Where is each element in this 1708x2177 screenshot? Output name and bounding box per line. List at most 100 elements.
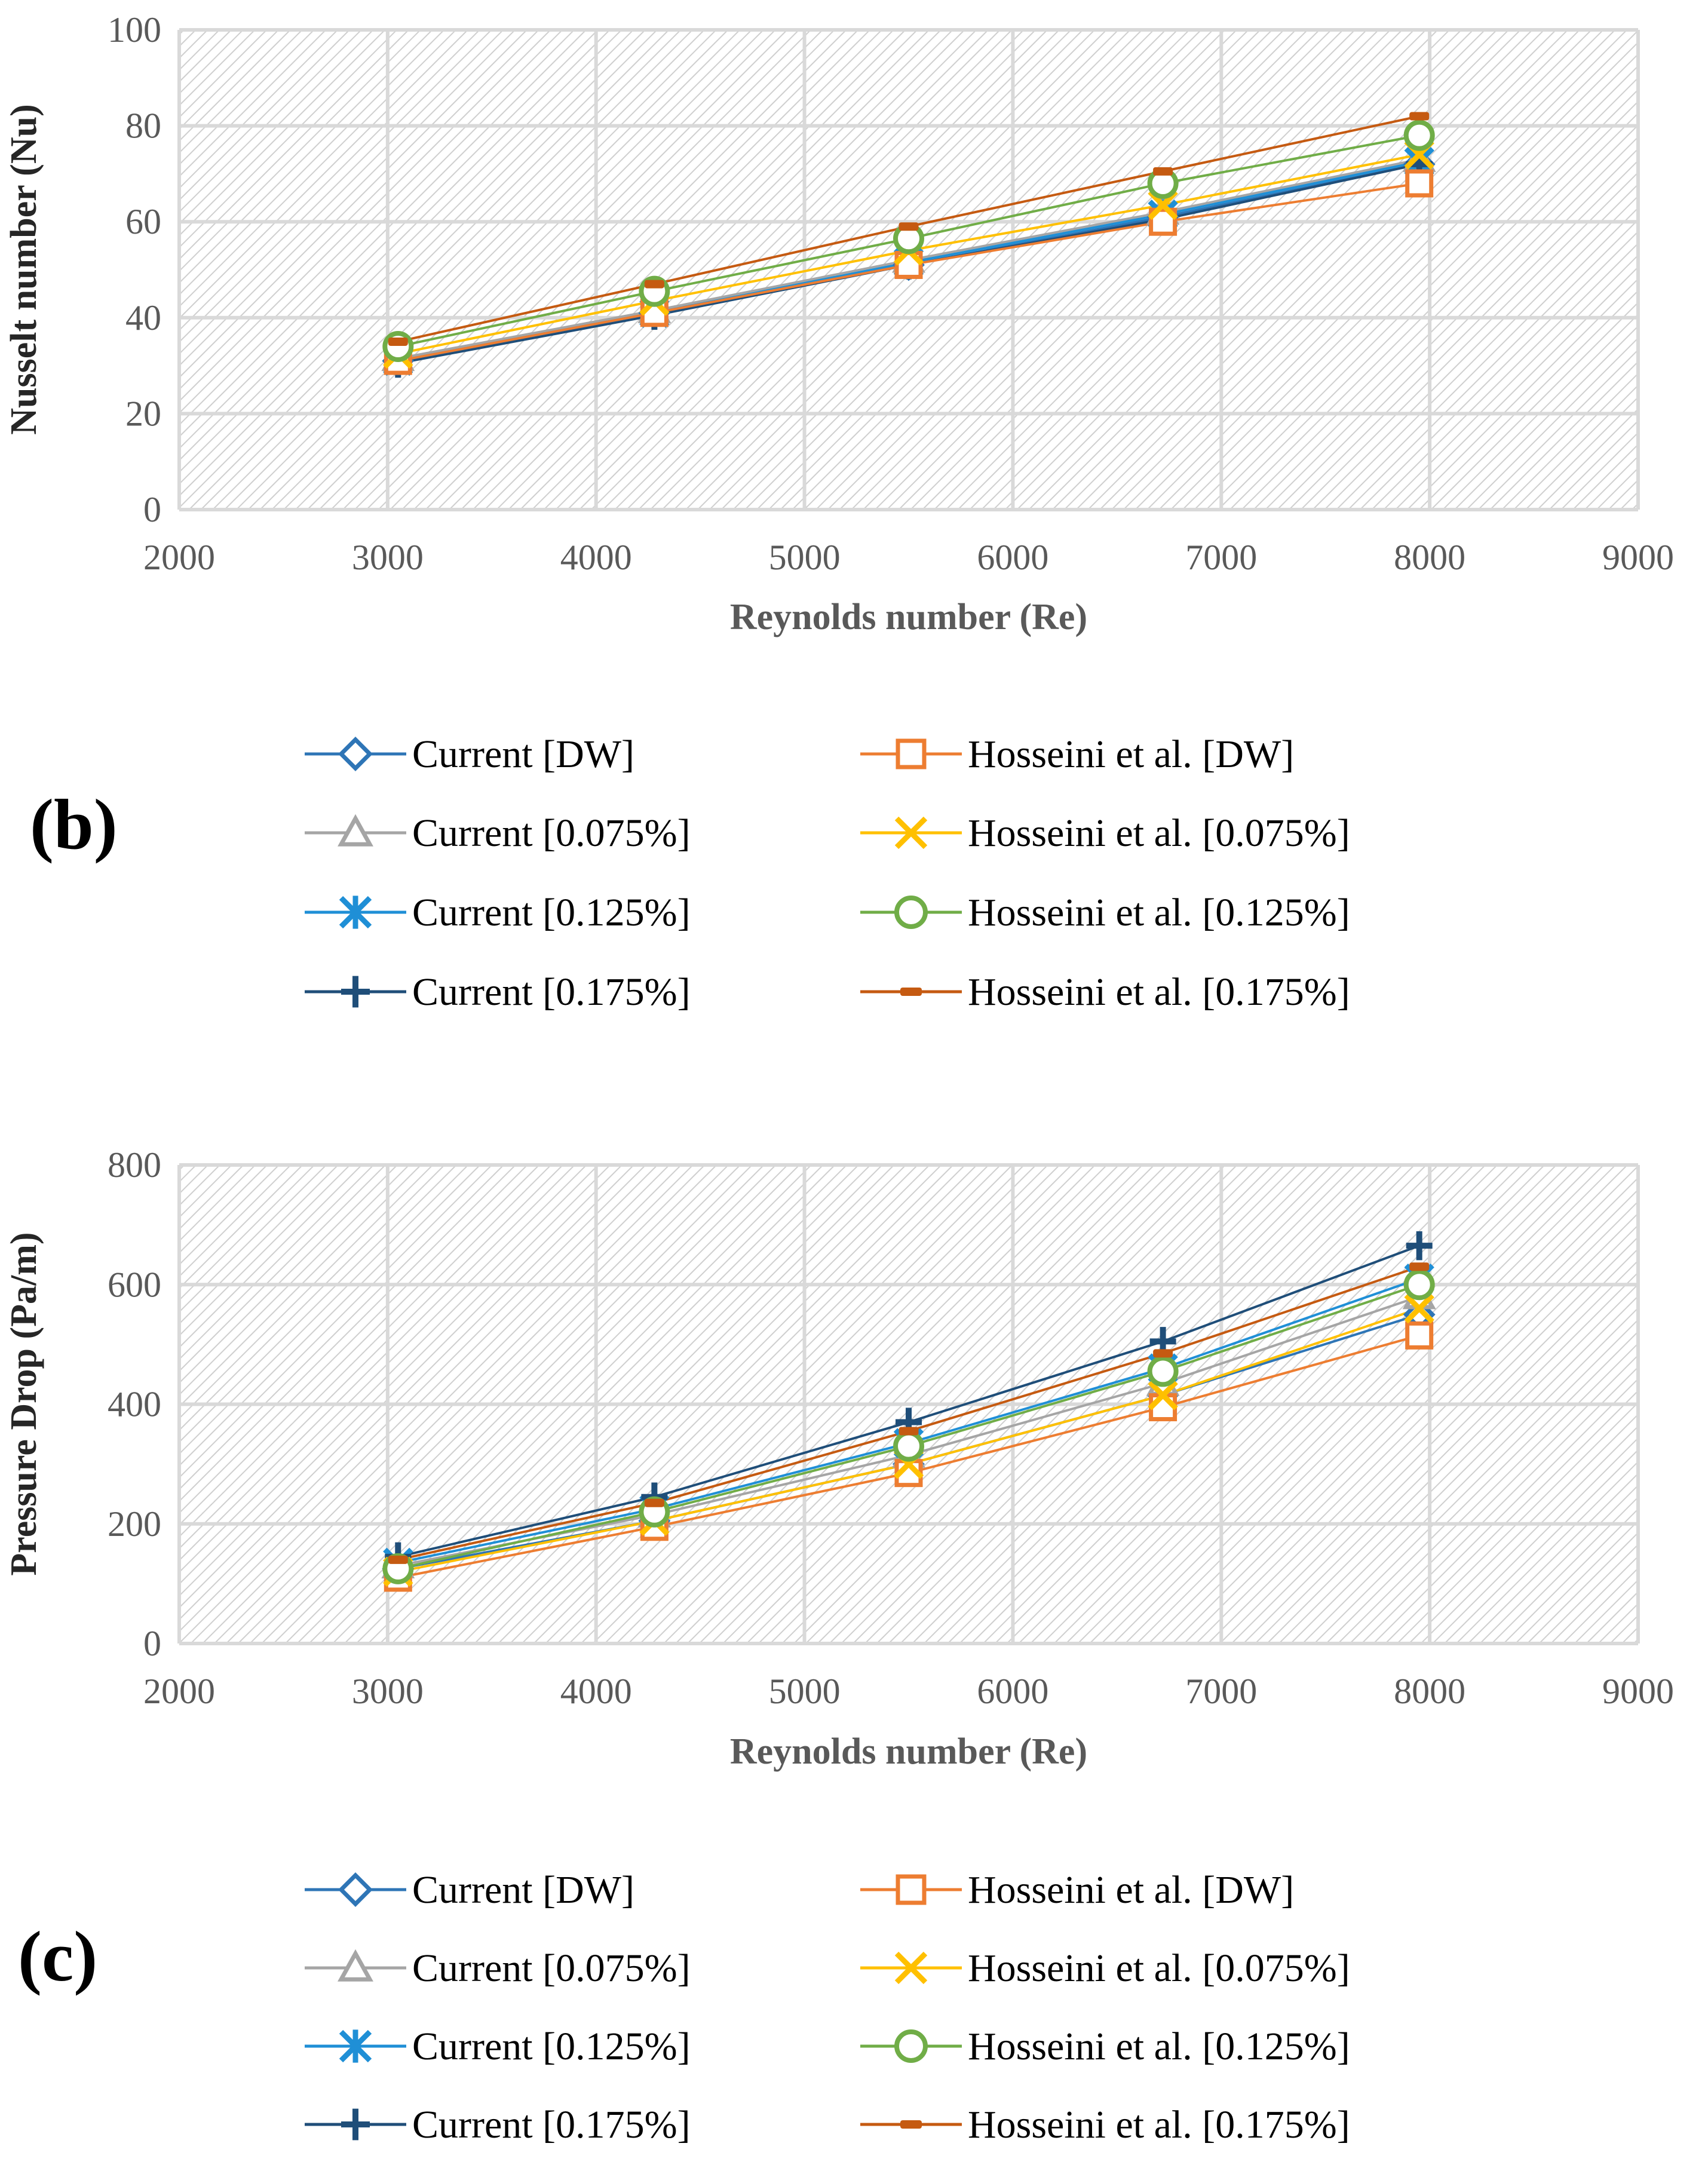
legend-marker (894, 2029, 928, 2063)
legend-marker (894, 1951, 928, 1985)
legend-label: Hosseini et al. [0.175%] (968, 2103, 1350, 2147)
panel-label: (b) (30, 784, 118, 864)
legend-entry: Current [0.075%] (305, 811, 691, 855)
legend-entry: Hosseini et al. [0.075%] (860, 811, 1350, 855)
y-tick-label: 20 (125, 394, 161, 433)
x-tick-label: 8000 (1394, 1672, 1465, 1711)
legend-entry: Hosseini et al. [0.125%] (860, 2025, 1350, 2068)
legend-label: Current [0.125%] (412, 2025, 691, 2068)
y-tick-label: 400 (108, 1385, 161, 1424)
legend-marker (338, 1872, 373, 1907)
data-point-s6-p4 (1403, 119, 1435, 151)
y-tick-label: 0 (143, 490, 161, 529)
legend-entry: Current [0.125%] (305, 2025, 691, 2068)
x-tick-label: 3000 (352, 538, 424, 577)
legend-marker (894, 816, 928, 850)
data-point-s7-p2 (899, 222, 919, 231)
x-tick-label: 8000 (1394, 538, 1465, 577)
legend-marker (341, 2108, 370, 2141)
x-tick-label: 4000 (560, 1672, 632, 1711)
x-tick-label: 9000 (1602, 1672, 1674, 1711)
data-point-s6-p3 (1147, 1356, 1179, 1387)
legend-label: Hosseini et al. [DW] (968, 732, 1294, 776)
data-point-s3-p4 (1406, 1231, 1433, 1261)
y-tick-label: 100 (108, 10, 161, 50)
y-axis-title: Pressure Drop (Pa/m) (4, 1232, 44, 1575)
data-point-s7-p0 (388, 1555, 408, 1564)
legend-marker (894, 896, 928, 929)
legend-marker (339, 896, 372, 929)
y-tick-label: 60 (125, 202, 161, 241)
data-point-s7-p4 (1409, 1262, 1430, 1271)
x-tick-label: 5000 (769, 538, 841, 577)
x-tick-label: 3000 (352, 1672, 424, 1711)
legend-entry: Current [DW] (305, 732, 634, 776)
legend-label: Hosseini et al. [0.175%] (968, 970, 1350, 1014)
legend-marker (896, 738, 927, 769)
x-tick-label: 6000 (977, 1672, 1048, 1711)
legend-marker (338, 814, 373, 847)
x-tick-label: 7000 (1185, 538, 1257, 577)
legend-label: Current [0.075%] (412, 811, 691, 855)
x-axis-title: Reynolds number (Re) (730, 1731, 1087, 1772)
y-tick-label: 0 (143, 1624, 161, 1663)
data-point-s5-p4 (1404, 1293, 1434, 1324)
legend-label: Current [0.175%] (412, 2103, 691, 2147)
legend-entry: Hosseini et al. [0.175%] (860, 2103, 1350, 2147)
legend-marker (900, 988, 922, 996)
legend-label: Current [0.175%] (412, 970, 691, 1014)
legend-entry: Current [0.125%] (305, 891, 691, 934)
panel-label: (c) (18, 1917, 97, 1996)
legend-label: Hosseini et al. [0.125%] (968, 891, 1350, 934)
legend-entry: Hosseini et al. [0.075%] (860, 1946, 1350, 1990)
legend-label: Current [0.075%] (412, 1946, 691, 1990)
legend-marker (896, 1874, 927, 1905)
x-axis-title: Reynolds number (Re) (730, 597, 1087, 637)
legend-marker (338, 1949, 373, 1982)
legend-label: Current [DW] (412, 1868, 634, 1912)
legend-entry: Current [0.175%] (305, 2103, 691, 2147)
legend-marker (341, 976, 370, 1008)
data-point-s7-p1 (644, 280, 664, 289)
data-point-s6-p2 (893, 1430, 924, 1462)
data-point-s7-p0 (388, 337, 408, 346)
y-tick-label: 800 (108, 1145, 161, 1185)
x-tick-label: 5000 (769, 1672, 841, 1711)
x-tick-label: 2000 (143, 538, 215, 577)
legend-label: Hosseini et al. [DW] (968, 1868, 1294, 1912)
legend-entry: Current [0.075%] (305, 1946, 691, 1990)
data-point-s5-p3 (1148, 1380, 1178, 1411)
y-tick-label: 40 (125, 298, 161, 338)
data-point-s7-p1 (644, 1498, 664, 1507)
legend-label: Current [DW] (412, 732, 634, 776)
chart-panel-c: 2000 3000 4000 5000 6000 7000 8000 9000 0 200 400 6… (4, 1145, 1674, 2147)
y-axis-title: Nusselt number (Nu) (4, 104, 44, 434)
legend-entry: Current [0.175%] (305, 970, 691, 1014)
legend-entry: Current [DW] (305, 1868, 634, 1912)
legend-marker (900, 2120, 922, 2129)
x-tick-label: 6000 (977, 538, 1048, 577)
x-tick-label: 9000 (1602, 538, 1674, 577)
x-tick-label: 7000 (1185, 1672, 1257, 1711)
legend-marker (339, 2029, 372, 2063)
data-point-s4-p4 (1405, 169, 1434, 198)
data-point-s6-p0 (382, 330, 414, 362)
legend-entry: Hosseini et al. [0.175%] (860, 970, 1350, 1014)
legend-entry: Hosseini et al. [DW] (860, 732, 1294, 776)
data-point-s6-p4 (1403, 1269, 1435, 1301)
legend-entry: Hosseini et al. [DW] (860, 1868, 1294, 1912)
y-tick-label: 80 (125, 106, 161, 146)
chart-panel-b: 2000 3000 4000 5000 6000 7000 8000 9000 0 20 40 60 8… (4, 10, 1674, 1014)
legend-label: Hosseini et al. [0.075%] (968, 811, 1350, 855)
legend-label: Hosseini et al. [0.075%] (968, 1946, 1350, 1990)
y-tick-label: 200 (108, 1504, 161, 1544)
data-point-s7-p2 (899, 1427, 919, 1436)
data-point-s4-p4 (1405, 1321, 1434, 1350)
data-point-s7-p3 (1153, 167, 1173, 176)
data-point-s7-p4 (1409, 112, 1430, 121)
legend-marker (338, 737, 373, 771)
data-point-s7-p3 (1153, 1349, 1173, 1358)
legend-label: Current [0.125%] (412, 891, 691, 934)
legend-label: Hosseini et al. [0.125%] (968, 2025, 1350, 2068)
